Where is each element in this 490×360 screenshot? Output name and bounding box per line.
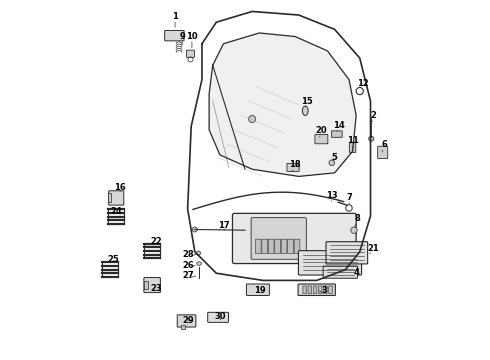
Text: 20: 20	[315, 126, 327, 135]
Text: 17: 17	[219, 221, 230, 230]
Text: 14: 14	[333, 121, 345, 130]
FancyBboxPatch shape	[308, 286, 312, 293]
Circle shape	[368, 136, 374, 141]
FancyBboxPatch shape	[318, 286, 322, 293]
FancyBboxPatch shape	[349, 143, 356, 152]
FancyBboxPatch shape	[378, 146, 388, 158]
Circle shape	[351, 227, 357, 233]
Text: 19: 19	[254, 286, 266, 295]
Text: 5: 5	[331, 153, 337, 162]
Text: 3: 3	[322, 286, 327, 295]
Text: 21: 21	[368, 244, 379, 253]
Circle shape	[192, 227, 197, 232]
Text: 25: 25	[107, 255, 119, 264]
Text: 7: 7	[347, 193, 353, 202]
FancyBboxPatch shape	[303, 286, 307, 293]
Text: 9: 9	[179, 32, 185, 41]
Text: 10: 10	[186, 32, 198, 41]
Text: 13: 13	[326, 190, 338, 199]
Text: 6: 6	[381, 140, 387, 149]
FancyBboxPatch shape	[288, 239, 294, 253]
FancyBboxPatch shape	[331, 131, 342, 137]
FancyBboxPatch shape	[298, 251, 362, 275]
Text: 22: 22	[150, 237, 162, 246]
FancyBboxPatch shape	[187, 50, 195, 57]
Text: 30: 30	[215, 312, 226, 321]
FancyBboxPatch shape	[269, 239, 274, 253]
FancyBboxPatch shape	[144, 278, 160, 293]
Text: 2: 2	[370, 111, 376, 120]
Ellipse shape	[302, 106, 308, 116]
FancyBboxPatch shape	[181, 325, 185, 329]
FancyBboxPatch shape	[281, 239, 287, 253]
Circle shape	[329, 160, 335, 166]
FancyBboxPatch shape	[326, 242, 368, 264]
FancyBboxPatch shape	[165, 31, 184, 41]
Text: 27: 27	[183, 270, 194, 279]
FancyBboxPatch shape	[298, 284, 335, 296]
Ellipse shape	[197, 262, 201, 265]
FancyBboxPatch shape	[262, 239, 268, 253]
FancyBboxPatch shape	[251, 218, 306, 259]
Text: 28: 28	[183, 250, 194, 259]
Text: 16: 16	[114, 183, 126, 192]
FancyBboxPatch shape	[294, 239, 300, 253]
FancyBboxPatch shape	[109, 191, 124, 205]
Text: 24: 24	[111, 207, 122, 216]
FancyBboxPatch shape	[108, 193, 111, 202]
FancyBboxPatch shape	[323, 286, 327, 293]
Text: 29: 29	[183, 316, 194, 325]
FancyBboxPatch shape	[323, 266, 358, 278]
Text: 11: 11	[347, 136, 359, 145]
FancyBboxPatch shape	[287, 163, 299, 171]
Polygon shape	[209, 33, 356, 176]
FancyBboxPatch shape	[255, 239, 261, 253]
Circle shape	[196, 251, 200, 255]
Text: 8: 8	[354, 214, 360, 223]
Text: 18: 18	[289, 161, 300, 170]
Text: 15: 15	[301, 96, 313, 105]
FancyBboxPatch shape	[177, 315, 196, 327]
FancyBboxPatch shape	[232, 213, 356, 264]
Text: 1: 1	[172, 12, 178, 21]
FancyBboxPatch shape	[208, 312, 228, 322]
FancyBboxPatch shape	[145, 281, 148, 289]
FancyBboxPatch shape	[246, 284, 270, 296]
FancyBboxPatch shape	[329, 286, 332, 293]
Text: 23: 23	[150, 284, 162, 293]
FancyBboxPatch shape	[275, 239, 280, 253]
Text: 26: 26	[182, 261, 194, 270]
FancyBboxPatch shape	[315, 134, 328, 144]
FancyBboxPatch shape	[313, 286, 317, 293]
Text: 12: 12	[357, 80, 368, 89]
Text: 4: 4	[354, 268, 360, 277]
Circle shape	[248, 116, 256, 123]
